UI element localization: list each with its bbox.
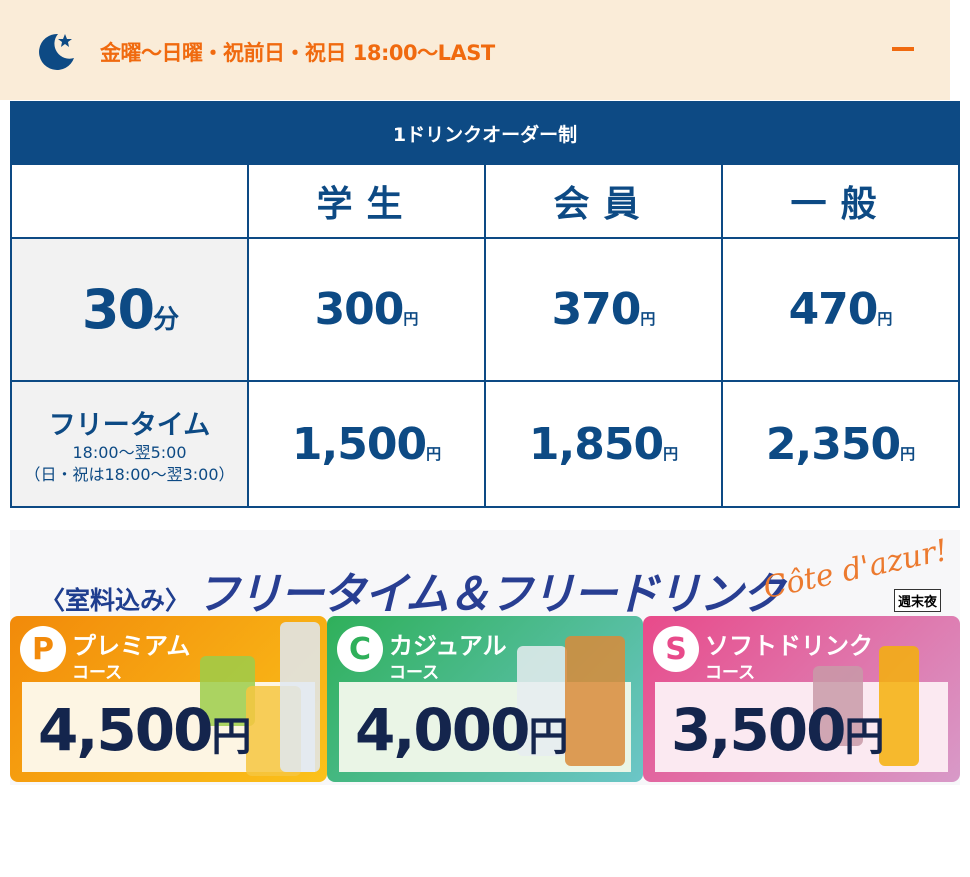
empty-header xyxy=(10,163,249,239)
drink-image xyxy=(200,656,255,726)
price-cell: 1,850円 xyxy=(484,380,723,508)
price-cell: 370円 xyxy=(484,237,723,382)
course-label: コース xyxy=(705,663,756,683)
smoothie-image xyxy=(813,666,863,746)
free-drink-banner: 〈室料込み〉 フリータイム＆フリードリンク Côte d'azur! 週末夜 P … xyxy=(10,530,960,785)
casual-badge-icon: C xyxy=(337,626,383,672)
weekend-night-tag: 週末夜 xyxy=(894,589,942,612)
col-student: 学生 xyxy=(247,163,486,239)
course-label: コース xyxy=(72,663,123,683)
float-image xyxy=(879,646,919,766)
course-price: 4,500円 xyxy=(38,696,251,764)
price-cell: 1,500円 xyxy=(247,380,486,508)
course-price: 3,500円 xyxy=(671,696,884,764)
table-row: フリータイム 18:00〜翌5:00 （日・祝は18:00〜翌3:00） 1,5… xyxy=(10,380,960,508)
course-label: コース xyxy=(389,663,440,683)
price-table: 1ドリンクオーダー制 学生 会員 一般 30分 300円 370円 470円 フ… xyxy=(10,101,960,508)
course-card-soft-drink[interactable]: S ソフトドリンク コース 3,500円 xyxy=(643,616,960,782)
row-label-freetime: フリータイム 18:00〜翌5:00 （日・祝は18:00〜翌3:00） xyxy=(10,380,249,508)
course-price: 4,000円 xyxy=(355,696,568,764)
time-slot-header[interactable]: 金曜〜日曜・祝前日・祝日 18:00〜LAST xyxy=(0,0,950,100)
time-slot-title: 金曜〜日曜・祝前日・祝日 18:00〜LAST xyxy=(100,41,495,65)
course-card-premium[interactable]: P プレミアム コース 4,500円 xyxy=(10,616,327,782)
moon-star-icon xyxy=(39,33,74,70)
table-row: 30分 300円 370円 470円 xyxy=(10,237,960,382)
price-cell: 2,350円 xyxy=(721,380,960,508)
highball-image xyxy=(517,646,567,756)
col-general: 一般 xyxy=(721,163,960,239)
course-name: カジュアル xyxy=(389,632,507,660)
price-cell: 300円 xyxy=(247,237,486,382)
course-card-casual[interactable]: C カジュアル コース 4,000円 xyxy=(327,616,643,782)
price-cell: 470円 xyxy=(721,237,960,382)
course-name: プレミアム xyxy=(72,632,191,660)
row-label-30min: 30分 xyxy=(10,237,249,382)
lemon-sour-image xyxy=(565,636,625,766)
premium-badge-icon: P xyxy=(20,626,66,672)
beer-tap-image xyxy=(280,622,320,772)
course-name: ソフトドリンク xyxy=(705,632,873,660)
soft-drink-badge-icon: S xyxy=(653,626,699,672)
table-caption: 1ドリンクオーダー制 xyxy=(10,101,960,165)
collapse-icon[interactable] xyxy=(892,47,914,51)
banner-title: 〈室料込み〉 フリータイム＆フリードリンク xyxy=(40,569,785,620)
col-member: 会員 xyxy=(484,163,723,239)
